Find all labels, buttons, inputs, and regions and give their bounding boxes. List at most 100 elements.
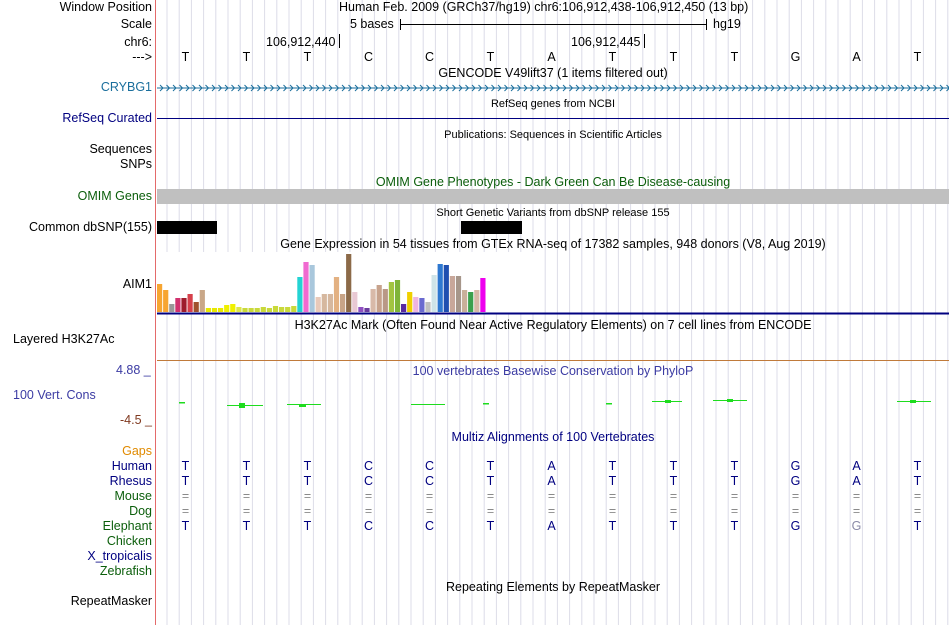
gtex-tissue-bar[interactable] [388, 282, 394, 312]
gtex-tissue-bar[interactable] [236, 307, 242, 312]
repeatmasker-track-label[interactable]: RepeatMasker [70, 594, 152, 608]
phylop-track-title[interactable]: 100 vertebrates Basewise Conservation by… [412, 364, 694, 378]
h3k27ac-track-title[interactable]: H3K27Ac Mark (Often Found Near Active Re… [294, 318, 812, 332]
gtex-tissue-bar[interactable] [376, 285, 382, 312]
gtex-expression-chart[interactable] [157, 252, 949, 316]
publications-track-title[interactable]: Publications: Sequences in Scientific Ar… [444, 129, 662, 141]
gtex-tissue-bar[interactable] [419, 298, 425, 312]
alignment-base: C [424, 519, 435, 533]
refseq-track-title[interactable]: RefSeq genes from NCBI [490, 98, 616, 110]
gtex-tissue-bar[interactable] [297, 277, 303, 312]
h3k27ac-signal-line[interactable] [157, 360, 949, 361]
strand-chevron [861, 84, 866, 92]
multiz-track-title[interactable]: Multiz Alignments of 100 Vertebrates [451, 430, 655, 444]
refseq-track-label[interactable]: RefSeq Curated [62, 111, 152, 125]
gencode-track-title[interactable]: GENCODE V49lift37 (1 items filtered out) [438, 66, 668, 80]
gtex-tissue-bar[interactable] [443, 265, 449, 312]
gtex-tissue-bar[interactable] [340, 294, 346, 312]
gencode-item-label[interactable]: CRYBG1 [100, 80, 152, 94]
gtex-tissue-bar[interactable] [224, 305, 230, 312]
gtex-tissue-bar[interactable] [455, 276, 462, 312]
gtex-tissue-bar[interactable] [401, 304, 407, 312]
h3k27ac-track-label[interactable]: Layered H3K27Ac [13, 332, 115, 346]
gtex-tissue-bar[interactable] [163, 290, 169, 312]
dbsnp-track-title[interactable]: Short Genetic Variants from dbSNP releas… [436, 207, 670, 219]
gtex-track-title[interactable]: Gene Expression in 54 tissues from GTEx … [280, 237, 826, 251]
alignment-base: T [181, 519, 190, 533]
strand-arrow[interactable]: ---> [132, 50, 152, 64]
gtex-tissue-bar[interactable] [230, 304, 236, 312]
multiz-gaps-label[interactable]: Gaps [122, 444, 152, 458]
phylop-signal[interactable] [157, 396, 949, 412]
species-label[interactable]: Mouse [114, 489, 152, 503]
gtex-tissue-bar[interactable] [193, 302, 199, 312]
gtex-tissue-bar[interactable] [407, 292, 413, 312]
gtex-tissue-bar[interactable] [266, 308, 272, 312]
publications-label-snps[interactable]: SNPs [120, 157, 152, 171]
phylop-track-label[interactable]: 100 Vert. Cons [13, 388, 96, 402]
gtex-tissue-bar[interactable] [346, 254, 352, 312]
gtex-tissue-bar[interactable] [462, 290, 468, 312]
gtex-tissue-bar[interactable] [449, 276, 455, 312]
gtex-tissue-bar[interactable] [157, 284, 163, 312]
species-label[interactable]: Human [111, 459, 152, 473]
gencode-transcript[interactable] [157, 81, 949, 95]
gtex-tissue-bar[interactable] [315, 297, 321, 312]
gtex-tissue-bar[interactable] [333, 277, 340, 312]
gtex-tissue-bar[interactable] [199, 290, 205, 312]
gtex-tissue-bar[interactable] [382, 289, 388, 312]
gtex-tissue-bar[interactable] [413, 297, 419, 312]
gtex-tissue-bar[interactable] [272, 306, 279, 312]
omim-gene-bar[interactable] [157, 189, 949, 204]
gtex-tissue-bar[interactable] [431, 275, 437, 312]
strand-chevron [640, 84, 645, 92]
refseq-transcript-line[interactable] [157, 118, 949, 119]
species-label[interactable]: Dog [129, 504, 152, 518]
gtex-tissue-bar[interactable] [285, 307, 291, 312]
gtex-tissue-bar[interactable] [260, 307, 266, 312]
species-label[interactable]: Elephant [102, 519, 152, 533]
gtex-tissue-bar[interactable] [291, 306, 297, 312]
gtex-tissue-bar[interactable] [303, 262, 309, 312]
gtex-tissue-bar[interactable] [468, 292, 474, 312]
gtex-gene-label[interactable]: AIM1 [122, 277, 152, 291]
gtex-tissue-bar[interactable] [364, 308, 370, 312]
publications-label-sequences[interactable]: Sequences [89, 142, 152, 156]
repeatmasker-track-title[interactable]: Repeating Elements by RepeatMasker [445, 580, 660, 594]
gtex-tissue-bar[interactable] [480, 278, 486, 312]
gtex-tissue-bar[interactable] [370, 289, 376, 312]
window-position-value[interactable]: Human Feb. 2009 (GRCh37/hg19) chr6:106,9… [339, 0, 749, 14]
gtex-tissue-bar[interactable] [205, 308, 211, 312]
gtex-tissue-bar[interactable] [394, 280, 401, 312]
gtex-tissue-bar[interactable] [218, 308, 224, 312]
gtex-tissue-bar[interactable] [248, 308, 254, 312]
species-label[interactable]: X_tropicalis [87, 549, 152, 563]
dbsnp-track-label[interactable]: Common dbSNP(155) [29, 220, 152, 234]
species-label[interactable]: Rhesus [109, 474, 152, 488]
gtex-tissue-bar[interactable] [321, 294, 327, 312]
gtex-tissue-bar[interactable] [358, 307, 364, 312]
gtex-tissue-bar[interactable] [169, 304, 175, 312]
strand-chevron [601, 84, 606, 92]
strand-chevron [504, 84, 509, 92]
gtex-tissue-bar[interactable] [181, 298, 187, 312]
dbsnp-variant-1[interactable] [157, 221, 217, 234]
gtex-tissue-bar[interactable] [254, 308, 260, 312]
gtex-tissue-bar[interactable] [474, 290, 480, 312]
species-label[interactable]: Zebrafish [99, 564, 152, 578]
gtex-tissue-bar[interactable] [242, 308, 248, 312]
species-label[interactable]: Chicken [106, 534, 152, 548]
omim-track-title[interactable]: OMIM Gene Phenotypes - Dark Green Can Be… [375, 175, 731, 189]
gtex-tissue-bar[interactable] [279, 307, 285, 312]
gtex-tissue-bar[interactable] [211, 308, 218, 312]
dbsnp-variant-2[interactable] [461, 221, 522, 234]
gtex-tissue-bar[interactable] [187, 294, 193, 312]
gtex-tissue-bar[interactable] [327, 294, 333, 312]
gtex-tissue-bar[interactable] [309, 265, 315, 312]
gtex-tissue-bar[interactable] [437, 264, 443, 312]
omim-track-label[interactable]: OMIM Genes [77, 189, 152, 203]
gtex-tissue-bar[interactable] [425, 302, 431, 312]
gtex-tissue-bar[interactable] [352, 292, 358, 312]
strand-chevron [790, 84, 795, 92]
gtex-tissue-bar[interactable] [175, 298, 181, 312]
